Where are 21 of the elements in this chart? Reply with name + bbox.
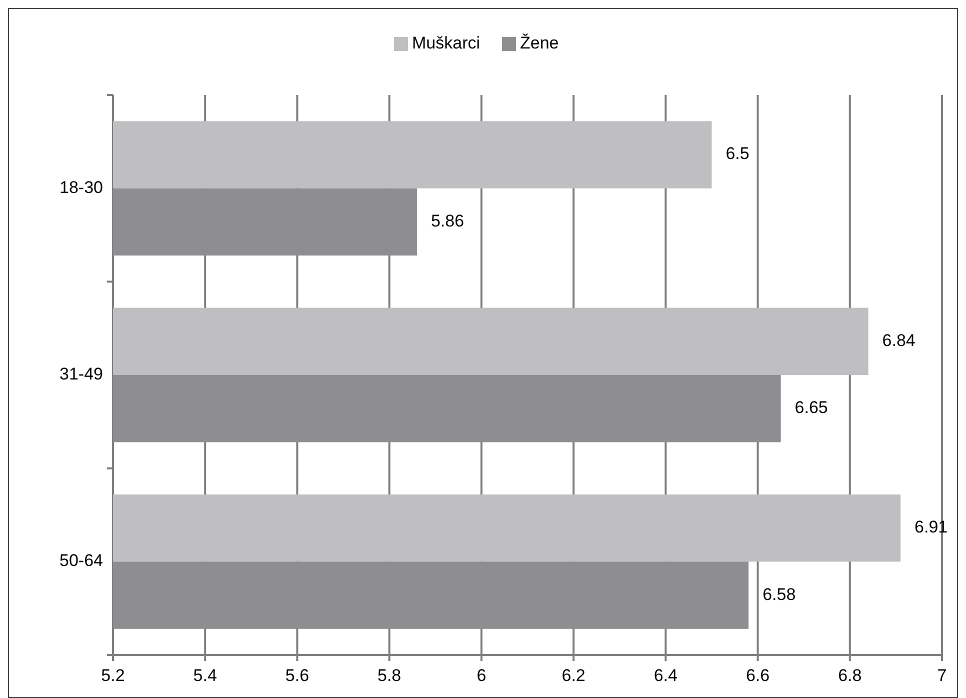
y-tick-label: 18-30: [60, 178, 103, 197]
data-label: 6.58: [762, 584, 796, 604]
data-label: 6.65: [794, 398, 828, 418]
x-tick-label: 5.8: [378, 666, 402, 685]
x-tick-label: 6.2: [562, 666, 586, 685]
x-tick-label: 6: [476, 666, 486, 685]
x-tick-label: 5.2: [101, 666, 125, 685]
x-tick-label: 5.6: [285, 666, 310, 685]
y-tick-label: 31-49: [60, 364, 103, 384]
data-label: 5.86: [430, 211, 464, 230]
data-label: 6.84: [882, 330, 916, 350]
data-label: 6.91: [914, 518, 948, 537]
x-tick-label: 6.8: [838, 666, 862, 685]
y-tick-label: 50-64: [60, 551, 103, 570]
x-tick-label: 6.6: [746, 666, 770, 685]
x-tick-label: 5.4: [193, 666, 217, 685]
x-tick-label: 6.4: [654, 666, 678, 685]
data-label: 6.5: [726, 144, 750, 164]
legend-label: Muškarci: [412, 33, 480, 52]
legend-label: Žene: [520, 33, 559, 52]
x-tick-label: 7: [937, 666, 947, 685]
